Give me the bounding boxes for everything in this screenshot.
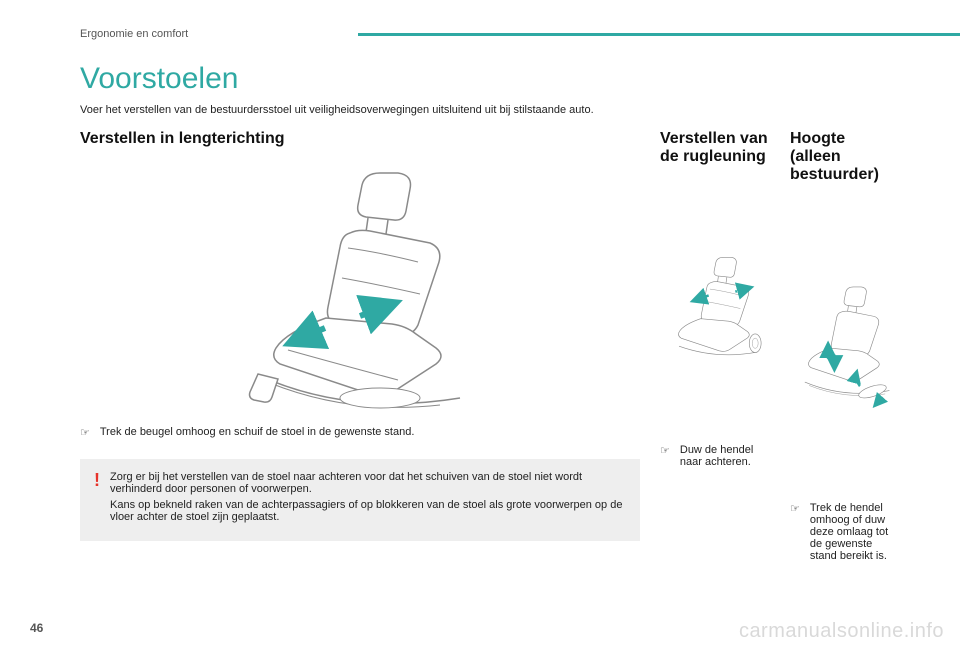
watermark: carmanualsonline.info xyxy=(739,620,944,643)
page-title: Voorstoelen xyxy=(80,62,900,96)
header-row: Ergonomie en comfort xyxy=(80,28,900,40)
warning-icon: ! xyxy=(94,471,100,527)
bullet-marker-icon: ☞ xyxy=(790,502,800,562)
col3-bullet-text: Trek de hendel omhoog of duw deze omlaag… xyxy=(810,502,900,562)
header-accent-line xyxy=(358,33,960,36)
seat-backrest-figure xyxy=(660,176,770,436)
col-height: Hoogte (alleen bestuurder) xyxy=(790,130,900,562)
warning-p1: Zorg er bij het verstellen van de stoel … xyxy=(110,471,626,495)
col1-bullets: ☞ Trek de beugel omhoog en schuif de sto… xyxy=(80,426,640,439)
col2-bullet-text: Duw de hendel naar achteren. xyxy=(680,444,770,468)
col3-heading: Hoogte (alleen bestuurder) xyxy=(790,130,900,184)
page-number: 46 xyxy=(30,621,43,635)
col-backrest: Verstellen van de rugleuning xyxy=(660,130,770,562)
manual-page: Ergonomie en comfort Voorstoelen Voer he… xyxy=(0,0,960,649)
col-longitudinal: Verstellen in lengterichting xyxy=(80,130,640,562)
breadcrumb: Ergonomie en comfort xyxy=(80,28,188,40)
col2-heading: Verstellen van de rugleuning xyxy=(660,130,770,166)
bullet-marker-icon: ☞ xyxy=(660,444,670,468)
col1-bullet-text: Trek de beugel omhoog en schuif de stoel… xyxy=(100,426,415,439)
col2-bullets: ☞ Duw de hendel naar achteren. xyxy=(660,444,770,468)
bullet-marker-icon: ☞ xyxy=(80,426,90,439)
intro-text: Voer het verstellen van de bestuurdersst… xyxy=(80,104,900,116)
col3-bullets: ☞ Trek de hendel omhoog of duw deze omla… xyxy=(790,502,900,562)
seat-longitudinal-figure xyxy=(80,158,640,418)
seat-height-figure xyxy=(790,194,900,494)
columns: Verstellen in lengterichting xyxy=(80,130,900,562)
warning-box: ! Zorg er bij het verstellen van de stoe… xyxy=(80,459,640,541)
warning-text: Zorg er bij het verstellen van de stoel … xyxy=(110,471,626,527)
col1-heading: Verstellen in lengterichting xyxy=(80,130,640,148)
warning-p2: Kans op bekneld raken van de achterpassa… xyxy=(110,499,626,523)
